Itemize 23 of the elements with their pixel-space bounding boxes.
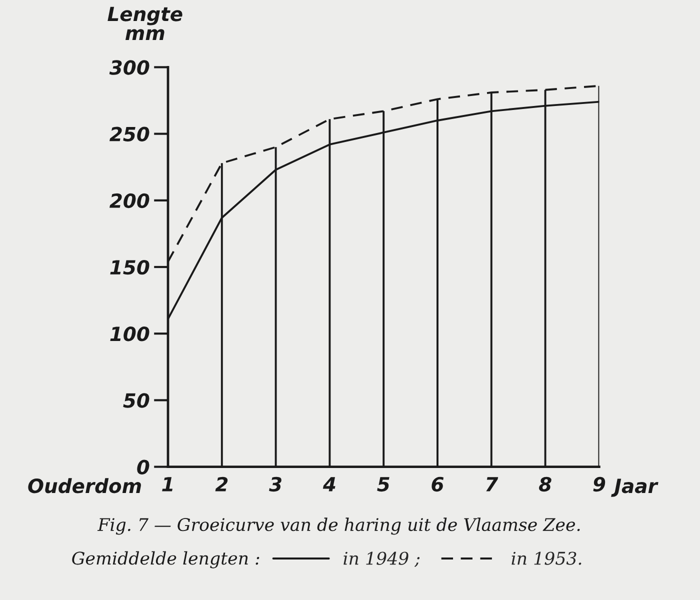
y-tick-label: 250 [110, 126, 150, 142]
x-tick-label: 6 [432, 476, 444, 492]
x-tick-label: 4 [322, 477, 336, 492]
text: Fig. 7 — Groeicurve van de haring uit de Vlaamse Zee. [97, 518, 580, 535]
x-tick-label: 7 [486, 477, 498, 492]
legend-label: in 1953. [512, 552, 582, 565]
x-axis-title: Ouderdom [28, 478, 141, 494]
y-tick-label: 300 [109, 60, 150, 75]
legend-label: in 1949 ; [344, 552, 420, 567]
legend-title: Gemiddelde lengten : [72, 551, 260, 568]
x-tick-label: 9 [593, 476, 606, 492]
text: Jaar [611, 478, 658, 497]
x-tick-label: 3 [269, 476, 282, 492]
x-tick-label: 1 [162, 477, 172, 492]
x-tick-label: 2 [215, 476, 228, 492]
y-tick-label: 0 [137, 460, 150, 474]
y-tick-label: 200 [110, 193, 150, 208]
y-axis-title: Lengte mm [108, 6, 182, 40]
y-tick-label: 150 [110, 260, 150, 275]
x-tick-label: 5 [377, 477, 390, 492]
y-tick-label: 100 [110, 326, 150, 342]
x-tick-label: 8 [538, 476, 552, 492]
y-tick-label: 50 [123, 393, 150, 408]
